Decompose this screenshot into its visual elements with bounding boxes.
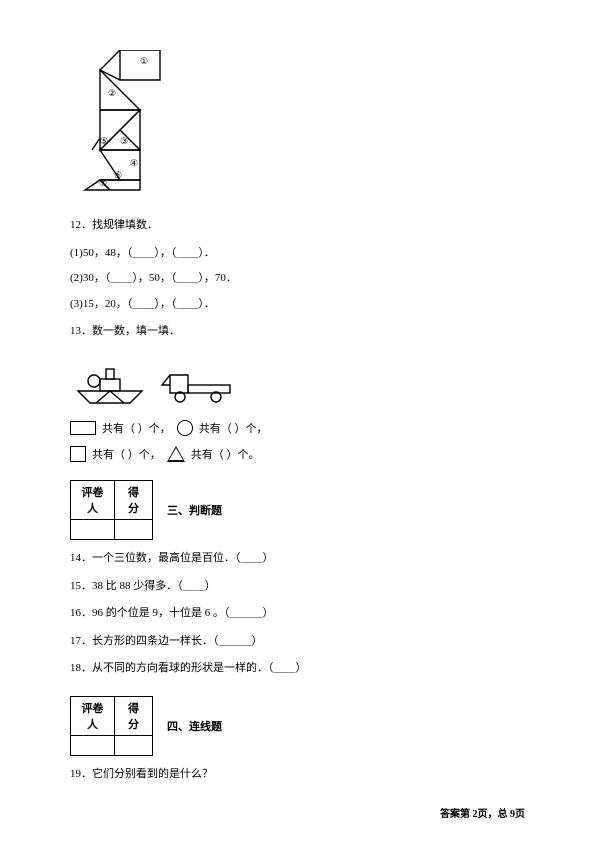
score-col-score: 得分 <box>115 696 153 735</box>
tangram-label-1: ① <box>140 56 148 66</box>
q12-sub3: (3)15，20，（＿＿），（＿＿）． <box>70 296 525 314</box>
q19: 19．它们分别看到的是什么？ <box>70 766 525 784</box>
score-col-score: 得分 <box>115 480 153 519</box>
tangram-figure: ① ② ③ ④ ⑤ ⑥ ⑦ <box>70 50 525 203</box>
q13-square-text: 共有（ ）个， <box>92 446 161 462</box>
square-icon <box>70 446 86 462</box>
q12-sub1: (1)50，48，（＿＿），（＿＿）． <box>70 245 525 263</box>
tangram-svg: ① ② ③ ④ ⑤ ⑥ ⑦ <box>70 50 170 200</box>
tangram-label-2: ② <box>108 88 116 98</box>
score-cell <box>71 519 115 539</box>
tangram-label-6: ⑥ <box>114 170 122 180</box>
tangram-label-3: ③ <box>120 136 128 146</box>
score-col-reviewer: 评卷人 <box>71 480 115 519</box>
rectangle-icon <box>70 421 96 435</box>
section-3-header: 评卷人 得分 三、判断题 <box>70 480 525 540</box>
score-cell <box>115 519 153 539</box>
score-table-3: 评卷人 得分 <box>70 480 153 540</box>
q18: 18．从不同的方向看球的形状是一样的．（＿＿） <box>70 660 525 678</box>
q17: 17．长方形的四条边一样长．（＿＿＿） <box>70 633 525 651</box>
q14: 14．一个三位数，最高位是百位．（＿＿） <box>70 550 525 568</box>
q13-figure <box>70 351 525 410</box>
q13-shape-line-1: 共有（ ）个， 共有（ ）个， <box>70 420 525 436</box>
triangle-icon <box>167 446 185 462</box>
section-3-title: 三、判断题 <box>167 502 222 518</box>
q13-shape-line-2: 共有（ ）个， 共有（ ）个。 <box>70 446 525 462</box>
tangram-label-4: ④ <box>130 158 138 168</box>
score-table-4: 评卷人 得分 <box>70 696 153 756</box>
q13-title: 13．数一数，填一填． <box>70 323 525 341</box>
section-4-header: 评卷人 得分 四、连线题 <box>70 696 525 756</box>
circle-icon <box>177 420 193 436</box>
score-cell <box>115 735 153 755</box>
q13-rect-text: 共有（ ）个， <box>102 420 171 436</box>
q16: 16．96 的个位是 9，十位是 6 。（＿＿＿） <box>70 605 525 623</box>
score-cell <box>71 735 115 755</box>
q13-circle-text: 共有（ ）个， <box>199 420 268 436</box>
q13-tri-text: 共有（ ）个。 <box>191 446 260 462</box>
score-col-reviewer: 评卷人 <box>71 696 115 735</box>
section-4-title: 四、连线题 <box>167 718 222 734</box>
page-footer: 答案第 2页，总 9页 <box>440 805 525 820</box>
tangram-label-7: ⑦ <box>99 178 107 188</box>
q12-title: 12．找规律填数． <box>70 217 525 235</box>
q12-sub2: (2)30，（＿＿），50，（＿＿），70． <box>70 270 525 288</box>
tangram-label-5: ⑤ <box>100 136 108 146</box>
q15: 15．38 比 88 少得多．（＿＿） <box>70 578 525 596</box>
